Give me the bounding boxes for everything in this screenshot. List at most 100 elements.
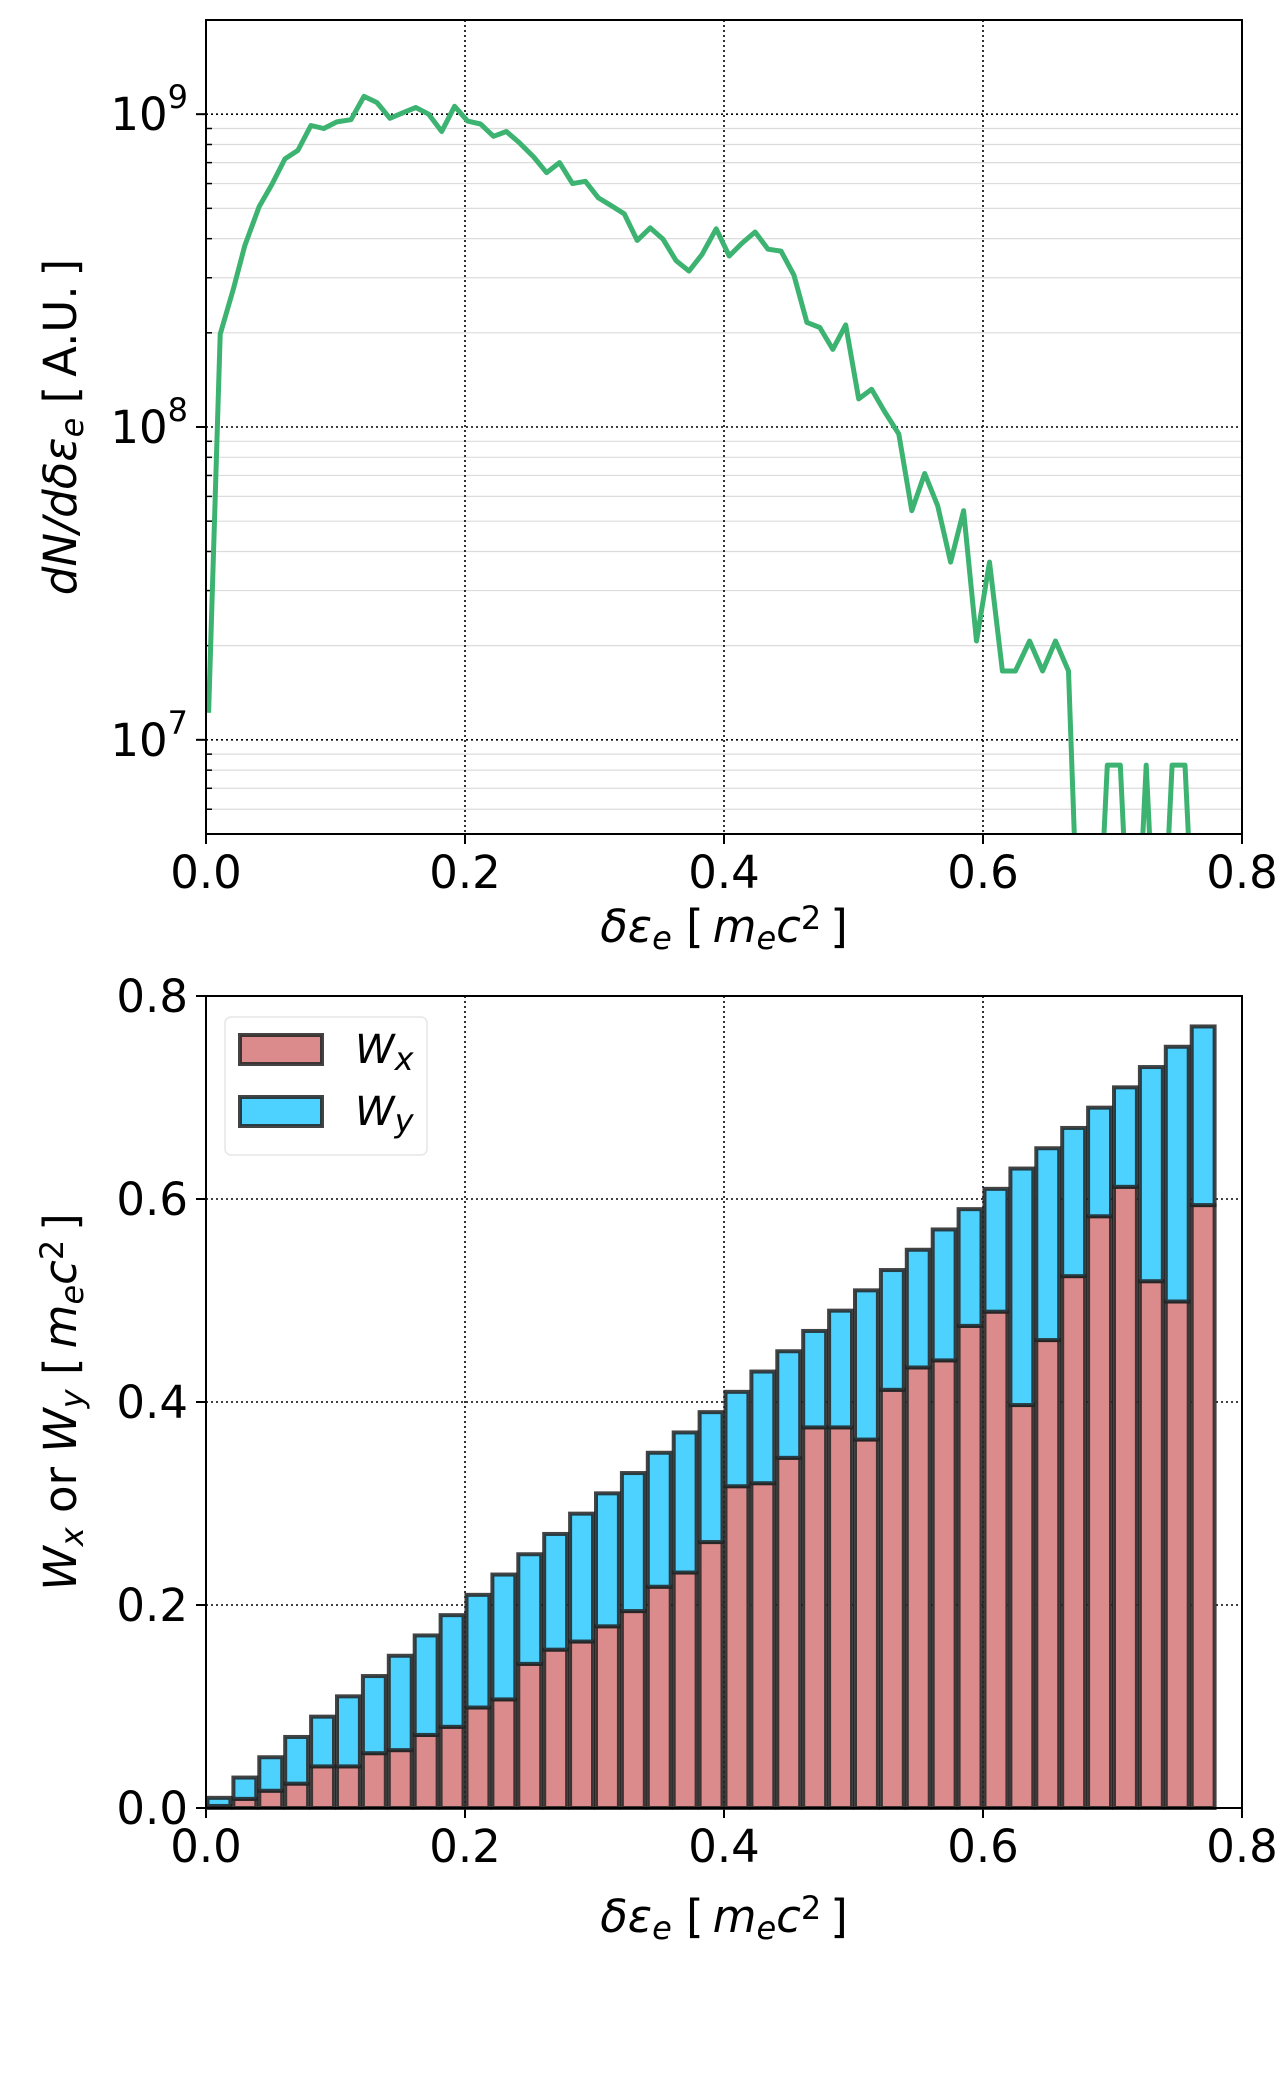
- y-tick-label: 107: [110, 704, 188, 767]
- x-tick-label: 0.2: [429, 1820, 501, 1873]
- label-subscript: e: [756, 1909, 776, 1947]
- bar-wy: [464, 1592, 492, 1710]
- bar-wx: [1137, 1279, 1165, 1810]
- bar-wx: [827, 1425, 854, 1810]
- axes-frame: [205, 995, 1243, 1809]
- label-text: c: [776, 1890, 801, 1943]
- bar-wy: [205, 1795, 233, 1808]
- bar-wy: [438, 1613, 466, 1729]
- y-tick-exponent: 9: [168, 78, 188, 116]
- label-subscript: x: [53, 1526, 91, 1547]
- bar-wx: [956, 1323, 984, 1810]
- label-bracket: [: [686, 1890, 713, 1943]
- bar-wy: [1034, 1146, 1062, 1343]
- label-subscript: y: [53, 1388, 91, 1409]
- bar-wy: [283, 1734, 311, 1786]
- bar-wy: [749, 1369, 777, 1486]
- y-tick-label: 108: [110, 391, 188, 454]
- label-bracket: ]: [821, 900, 848, 953]
- label-bracket: ]: [821, 1890, 848, 1943]
- label-subscript: e: [756, 919, 776, 957]
- bar-wx: [1008, 1403, 1036, 1811]
- bar-wx: [1060, 1274, 1088, 1810]
- label-text: c: [776, 900, 801, 953]
- label-bracket: [: [686, 900, 713, 953]
- bar-wx: [335, 1764, 362, 1811]
- label-text: δε: [600, 1890, 652, 1943]
- bar-wy: [1137, 1065, 1165, 1284]
- bar-wy: [516, 1552, 544, 1666]
- label-subscript: e: [652, 1909, 672, 1947]
- bar-wx: [853, 1437, 880, 1811]
- label-text: δε: [600, 900, 652, 953]
- bar-wx: [568, 1639, 595, 1811]
- bar-wy: [1060, 1125, 1088, 1279]
- bar-wx: [1189, 1203, 1217, 1810]
- bar-wx: [490, 1697, 518, 1811]
- x-tick-label: 0.6: [947, 1820, 1019, 1873]
- y-tick-base: 10: [110, 401, 167, 454]
- bar-wy: [1189, 1024, 1217, 1208]
- bar-wy: [1008, 1166, 1036, 1408]
- y-axis-label: Wx or Wy [ mec2 ]: [33, 1213, 91, 1591]
- bar-wx: [1163, 1299, 1191, 1810]
- label-text: dN/dδε: [34, 437, 87, 595]
- bar-wy: [231, 1775, 259, 1801]
- label-space: [34, 403, 87, 417]
- bar-wy: [982, 1186, 1010, 1314]
- bar-wx: [464, 1705, 492, 1811]
- bar-wy: [490, 1572, 518, 1702]
- label-subscript: e: [53, 418, 91, 438]
- bar-wy: [775, 1349, 803, 1460]
- label-space: [34, 1513, 87, 1527]
- bar-wx: [801, 1425, 829, 1810]
- bar-wx: [1086, 1214, 1113, 1810]
- x-tick-label: 0.8: [1206, 1820, 1278, 1873]
- bar-wy: [930, 1227, 958, 1363]
- bar-wy: [853, 1288, 880, 1442]
- x-tick-label: 0.4: [688, 846, 760, 899]
- x-axis-label: δεe [ mec2 ]: [600, 1889, 848, 1947]
- bar-wy: [956, 1207, 984, 1328]
- x-axis-label: δεe [ mec2 ]: [600, 899, 848, 957]
- bar-wy: [904, 1247, 932, 1370]
- bar-wx: [904, 1365, 932, 1810]
- y-tick-label: 0.8: [116, 970, 188, 1023]
- bar-wx: [594, 1624, 621, 1810]
- bar-wx: [982, 1309, 1010, 1811]
- bar-wx: [1034, 1338, 1062, 1810]
- bar-wx: [1112, 1184, 1139, 1810]
- legend-swatch: [238, 1033, 324, 1066]
- y-tick-label: 0.0: [116, 1782, 188, 1835]
- bar-wx: [516, 1661, 544, 1810]
- label-text: m: [34, 1305, 87, 1349]
- label-subscript: y: [394, 1102, 415, 1140]
- y-axis-label: dN/dδεe [ A.U. ]: [34, 259, 91, 595]
- bar-wx: [775, 1455, 803, 1810]
- bar-wy: [878, 1268, 906, 1392]
- bar-wx: [645, 1584, 673, 1810]
- y-tick-label: 0.2: [116, 1579, 188, 1632]
- label-text: m: [713, 1890, 757, 1943]
- bar-wy: [412, 1633, 440, 1737]
- bar-wx: [257, 1788, 285, 1810]
- bar-wy: [645, 1450, 673, 1589]
- bar-wy: [619, 1471, 647, 1614]
- bar-wy: [257, 1755, 285, 1793]
- label-text: A.U.: [34, 285, 87, 377]
- bar-wy: [1086, 1105, 1113, 1219]
- legend-label: Wy: [355, 1089, 415, 1140]
- legend-label: Wx: [355, 1027, 415, 1078]
- label-subscript: x: [394, 1040, 415, 1078]
- bar-wy: [671, 1430, 699, 1575]
- label-text: c: [34, 1260, 87, 1285]
- label-superscript: 2: [33, 1240, 71, 1260]
- bar-wx: [438, 1724, 466, 1811]
- label-space: [34, 1453, 87, 1467]
- x-tick-label: 0.8: [1206, 846, 1278, 899]
- label-superscript: 2: [801, 1889, 821, 1927]
- bar-wx: [749, 1481, 777, 1810]
- label-text: W: [355, 1089, 396, 1135]
- bar-wx: [723, 1484, 751, 1810]
- bar-wx: [930, 1358, 958, 1810]
